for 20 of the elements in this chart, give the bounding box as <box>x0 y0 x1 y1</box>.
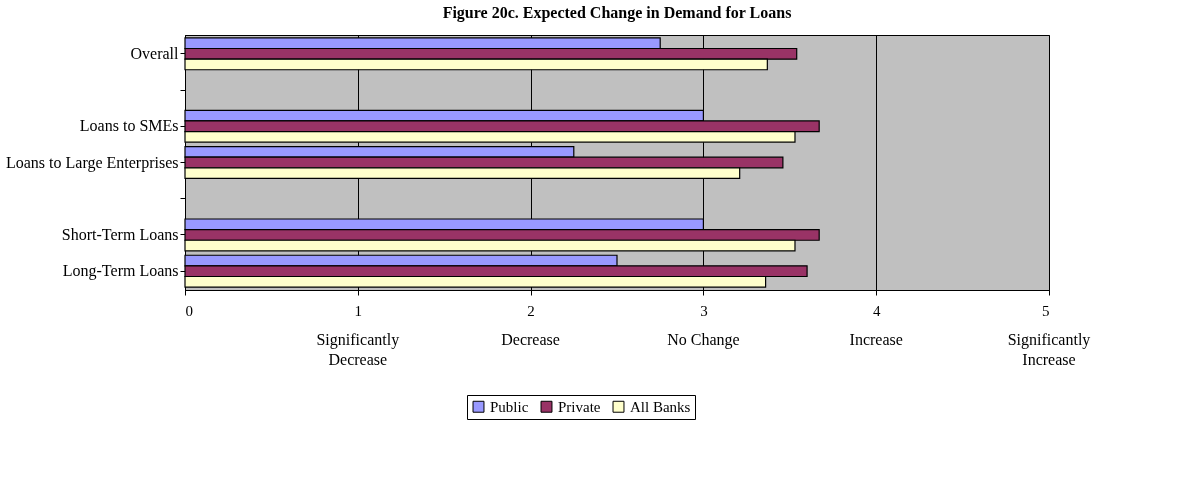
text: Significantly Increase <box>1007 331 1091 368</box>
text: No Change <box>667 331 740 349</box>
legend-label: Public <box>490 398 529 415</box>
text: Increase <box>849 331 903 348</box>
y-tick-label: Overall <box>130 44 180 62</box>
y-tick-label: Loans to SMEs <box>79 117 179 135</box>
x-tick-label: 0 <box>185 302 193 319</box>
text: Decrease <box>501 331 560 348</box>
y-tick-label: Loans to Large Enterprises <box>5 153 179 172</box>
y-tick-label: Short-Term Loans <box>61 225 179 243</box>
legend-label: All Banks <box>630 398 691 415</box>
y-tick-label: Long-Term Loans <box>62 262 179 281</box>
x-tick-label: 3 <box>700 302 708 319</box>
x-tick-label: 1 <box>354 302 363 319</box>
x-tick-label: 2 <box>527 302 535 319</box>
x-tick-label: 5 <box>1042 302 1050 319</box>
x-tick-label: 4 <box>872 302 881 319</box>
text: Significantly Decrease <box>316 331 400 368</box>
legend-label: Private <box>558 398 601 415</box>
chart-title: Figure 20c. Expected Change in Demand for Loans <box>442 4 792 22</box>
